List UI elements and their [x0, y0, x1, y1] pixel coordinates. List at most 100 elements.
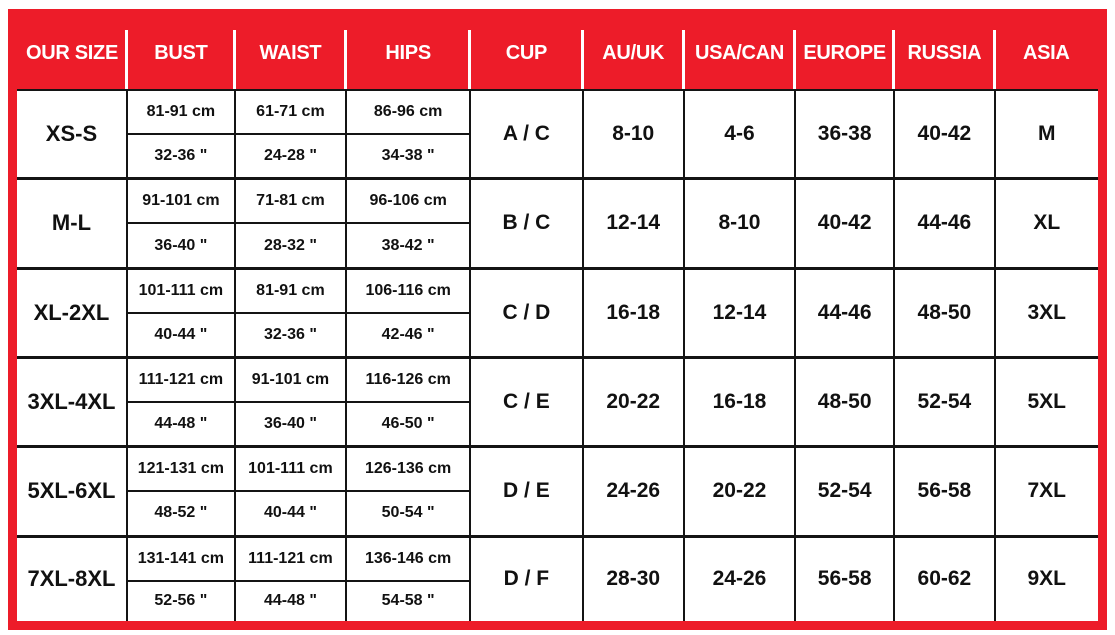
asia-cell: 9XL [993, 534, 1104, 627]
europe-cell: 44-46 [794, 266, 896, 359]
table-subrow: 48-52 " 40-44 " 50-54 " [13, 490, 1103, 538]
table-row: XS-S 81-91 cm 61-71 cm 86-96 cm A / C 8-… [11, 88, 1104, 180]
bust-cm-cell: 111-121 cm [125, 355, 236, 404]
usa-can-cell: 4-6 [682, 88, 797, 180]
size-cell: 3XL-4XL [11, 355, 128, 448]
usa-can-cell: 16-18 [682, 355, 797, 448]
bust-in-cell: 36-40 " [125, 222, 236, 270]
header-cell-hips: HIPS [344, 13, 471, 90]
hips-cm-cell: 96-106 cm [345, 177, 472, 225]
size-cell: XL-2XL [11, 266, 128, 359]
bust-in-cell: 52-56 " [125, 579, 236, 627]
size-cell: XS-S [11, 88, 128, 180]
hips-cm-cell: 106-116 cm [345, 266, 472, 314]
table-subrow: 52-56 " 44-48 " 54-58 " [13, 579, 1103, 627]
table-row: 7XL-8XL 131-141 cm 111-121 cm 136-146 cm… [11, 534, 1104, 627]
hips-in-cell: 34-38 " [345, 133, 472, 180]
europe-cell: 40-42 [794, 177, 896, 270]
size-conversion-table: OUR SIZE BUST WAIST HIPS CUP AU/UK USA/C… [8, 9, 1107, 630]
hips-cm-cell: 126-136 cm [345, 445, 472, 493]
header-cell-au-uk: AU/UK [580, 13, 684, 90]
hips-in-cell: 54-58 " [345, 579, 472, 627]
size-cell: M-L [11, 177, 128, 270]
header-row: OUR SIZE BUST WAIST HIPS CUP AU/UK USA/C… [12, 13, 1103, 90]
russia-cell: 52-54 [893, 355, 996, 448]
header-cell-waist: WAIST [232, 13, 347, 90]
usa-can-cell: 12-14 [682, 266, 797, 359]
header-cell-russia: RUSSIA [892, 13, 995, 90]
waist-cm-cell: 111-121 cm [233, 534, 348, 582]
bust-in-cell: 32-36 " [125, 133, 236, 180]
bust-cm-cell: 131-141 cm [125, 534, 236, 582]
header-cell-bust: BUST [124, 13, 235, 90]
header-cell-usa-can: USA/CAN [681, 13, 796, 90]
table-body: XS-S 81-91 cm 61-71 cm 86-96 cm A / C 8-… [11, 88, 1104, 627]
cup-cell: C / E [469, 355, 584, 448]
waist-in-cell: 40-44 " [233, 490, 348, 538]
russia-cell: 60-62 [893, 534, 996, 627]
russia-cell: 48-50 [893, 266, 996, 359]
waist-cm-cell: 71-81 cm [233, 177, 348, 225]
waist-cm-cell: 61-71 cm [233, 88, 348, 136]
cup-cell: D / F [469, 534, 584, 627]
bust-cm-cell: 121-131 cm [125, 445, 236, 493]
cup-cell: A / C [469, 88, 584, 180]
table-subrow: 40-44 " 32-36 " 42-46 " [13, 311, 1103, 359]
hips-cm-cell: 86-96 cm [345, 88, 472, 136]
bust-in-cell: 40-44 " [125, 311, 236, 359]
europe-cell: 56-58 [794, 534, 896, 627]
hips-in-cell: 42-46 " [345, 311, 472, 359]
asia-cell: XL [993, 177, 1104, 270]
waist-in-cell: 24-28 " [233, 133, 348, 180]
hips-in-cell: 50-54 " [345, 490, 472, 538]
table-row: M-L 91-101 cm 71-81 cm 96-106 cm B / C 1… [11, 177, 1104, 270]
bust-in-cell: 44-48 " [125, 401, 236, 448]
waist-cm-cell: 81-91 cm [233, 266, 348, 314]
hips-in-cell: 46-50 " [345, 401, 472, 448]
europe-cell: 48-50 [794, 355, 896, 448]
asia-cell: 7XL [993, 445, 1104, 538]
waist-cm-cell: 91-101 cm [233, 355, 348, 404]
au-uk-cell: 24-26 [581, 445, 685, 538]
table-row: XL-2XL 101-111 cm 81-91 cm 106-116 cm C … [11, 266, 1104, 359]
europe-cell: 36-38 [794, 88, 896, 180]
au-uk-cell: 12-14 [581, 177, 685, 270]
waist-in-cell: 28-32 " [233, 222, 348, 270]
asia-cell: M [993, 88, 1104, 180]
header-cell-cup: CUP [468, 13, 583, 90]
hips-cm-cell: 136-146 cm [345, 534, 472, 582]
au-uk-cell: 8-10 [581, 88, 685, 180]
table-subrow: 44-48 " 36-40 " 46-50 " [13, 401, 1103, 448]
au-uk-cell: 20-22 [581, 355, 685, 448]
cup-cell: B / C [469, 177, 584, 270]
table-row: 5XL-6XL 121-131 cm 101-111 cm 126-136 cm… [11, 445, 1104, 538]
size-cell: 5XL-6XL [11, 445, 128, 538]
asia-cell: 5XL [993, 355, 1104, 448]
cup-cell: C / D [469, 266, 584, 359]
header-cell-asia: ASIA [992, 13, 1103, 90]
header-cell-our-size: OUR SIZE [12, 13, 127, 90]
table-header: OUR SIZE BUST WAIST HIPS CUP AU/UK USA/C… [12, 13, 1103, 90]
bust-cm-cell: 101-111 cm [125, 266, 236, 314]
waist-in-cell: 32-36 " [233, 311, 348, 359]
size-cell: 7XL-8XL [11, 534, 128, 627]
cup-cell: D / E [469, 445, 584, 538]
bust-in-cell: 48-52 " [125, 490, 236, 538]
usa-can-cell: 8-10 [682, 177, 797, 270]
waist-cm-cell: 101-111 cm [233, 445, 348, 493]
russia-cell: 56-58 [893, 445, 996, 538]
asia-cell: 3XL [993, 266, 1104, 359]
au-uk-cell: 28-30 [581, 534, 685, 627]
table-subrow: 36-40 " 28-32 " 38-42 " [13, 222, 1103, 270]
russia-cell: 44-46 [893, 177, 996, 270]
au-uk-cell: 16-18 [581, 266, 685, 359]
usa-can-cell: 20-22 [682, 445, 797, 538]
header-cell-europe: EUROPE [793, 13, 895, 90]
hips-cm-cell: 116-126 cm [345, 355, 472, 404]
europe-cell: 52-54 [794, 445, 896, 538]
waist-in-cell: 36-40 " [233, 401, 348, 448]
waist-in-cell: 44-48 " [233, 579, 348, 627]
table-row: 3XL-4XL 111-121 cm 91-101 cm 116-126 cm … [11, 355, 1104, 448]
table-subrow: 32-36 " 24-28 " 34-38 " [13, 133, 1103, 180]
